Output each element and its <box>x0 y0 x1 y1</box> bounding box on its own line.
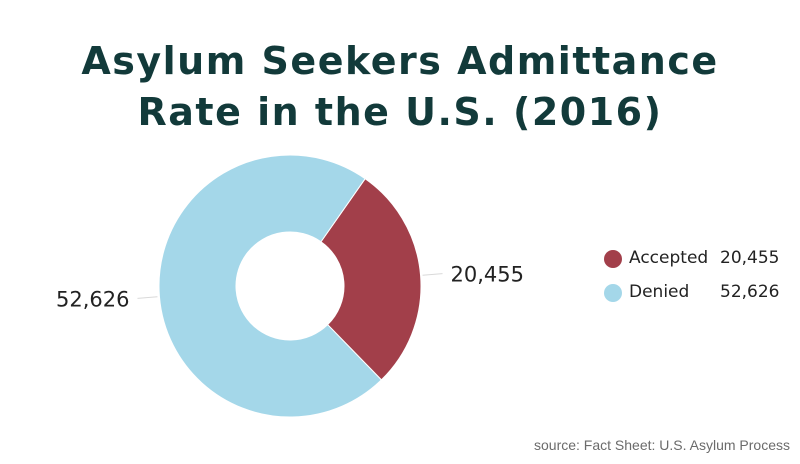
legend-swatch-denied <box>604 284 622 302</box>
legend-value-accepted: 20,455 <box>720 248 780 268</box>
legend: Accepted 20,455 Denied 52,626 <box>604 246 794 314</box>
legend-item-accepted: Accepted 20,455 <box>604 246 794 280</box>
source-note: source: Fact Sheet: U.S. Asylum Process <box>534 437 790 453</box>
legend-label-accepted: Accepted <box>629 248 709 268</box>
legend-item-denied: Denied 52,626 <box>604 280 794 314</box>
donut-slices <box>158 154 422 418</box>
chart-title-line-2: Rate in the U.S. (2016) <box>137 90 663 134</box>
data-label-denied: 52,626 <box>56 287 129 311</box>
legend-value-denied: 52,626 <box>720 282 780 302</box>
leader-line-denied <box>137 296 158 299</box>
donut-slice-denied <box>158 154 383 418</box>
legend-swatch-accepted <box>604 250 622 268</box>
data-label-accepted: 20,455 <box>451 263 524 287</box>
chart-title-line-1: Asylum Seekers Admittance <box>81 39 719 83</box>
legend-label-denied: Denied <box>629 282 690 302</box>
donut-slice-accepted <box>320 177 422 381</box>
leader-line-accepted <box>422 273 443 276</box>
chart-title: Asylum Seekers Admittance Rate in the U.… <box>0 36 800 138</box>
leader-lines <box>137 273 443 299</box>
data-labels: 20,455 52,626 <box>56 263 524 312</box>
